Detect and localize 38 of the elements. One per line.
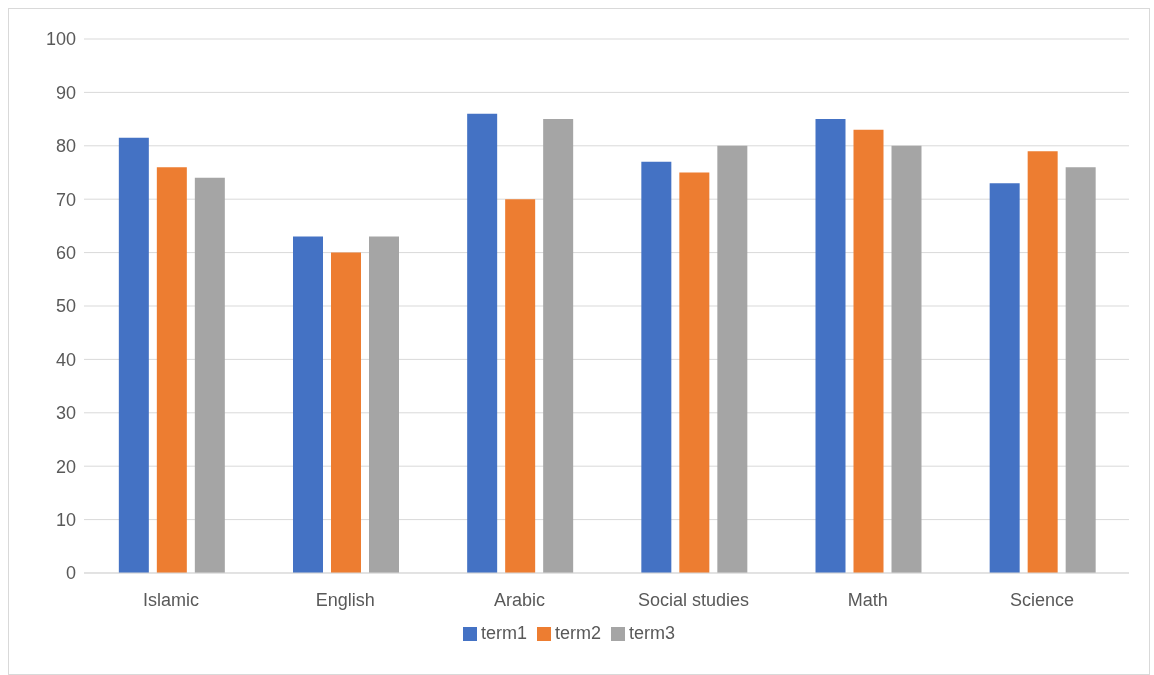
x-tick-label: English [315, 589, 375, 610]
bar [891, 145, 922, 573]
x-tick-label: Social studies [638, 589, 750, 610]
x-tick-label: Islamic [143, 589, 200, 610]
y-tick-label: 20 [55, 456, 76, 477]
bar [293, 236, 323, 573]
bar [331, 252, 361, 573]
bar [1065, 167, 1096, 573]
y-tick-label: 80 [55, 136, 76, 157]
bar [1027, 151, 1058, 573]
bar [679, 172, 710, 573]
y-tick-label: 90 [55, 82, 76, 103]
y-tick-label: 50 [55, 296, 76, 317]
x-tick-label: Math [847, 589, 888, 610]
bar [641, 161, 672, 573]
legend-label: term2 [554, 623, 601, 643]
bar [156, 167, 187, 573]
bar [989, 183, 1020, 573]
y-tick-label: 10 [55, 509, 76, 530]
y-tick-label: 0 [65, 563, 76, 584]
bar [815, 119, 846, 573]
bar [467, 113, 498, 573]
x-tick-label: Science [1009, 589, 1074, 610]
bar [543, 119, 574, 573]
legend-label: term1 [480, 623, 527, 643]
bar [118, 137, 149, 573]
bar [717, 145, 748, 573]
legend-label: term3 [629, 623, 676, 643]
y-tick-label: 100 [45, 29, 76, 50]
bar [853, 129, 884, 573]
x-tick-label: Arabic [493, 589, 545, 610]
bar [369, 236, 399, 573]
bar [505, 199, 536, 573]
y-tick-label: 60 [55, 242, 76, 263]
y-tick-label: 40 [55, 349, 76, 370]
y-tick-label: 70 [55, 189, 76, 210]
bar [194, 177, 225, 573]
y-tick-label: 30 [55, 403, 76, 424]
